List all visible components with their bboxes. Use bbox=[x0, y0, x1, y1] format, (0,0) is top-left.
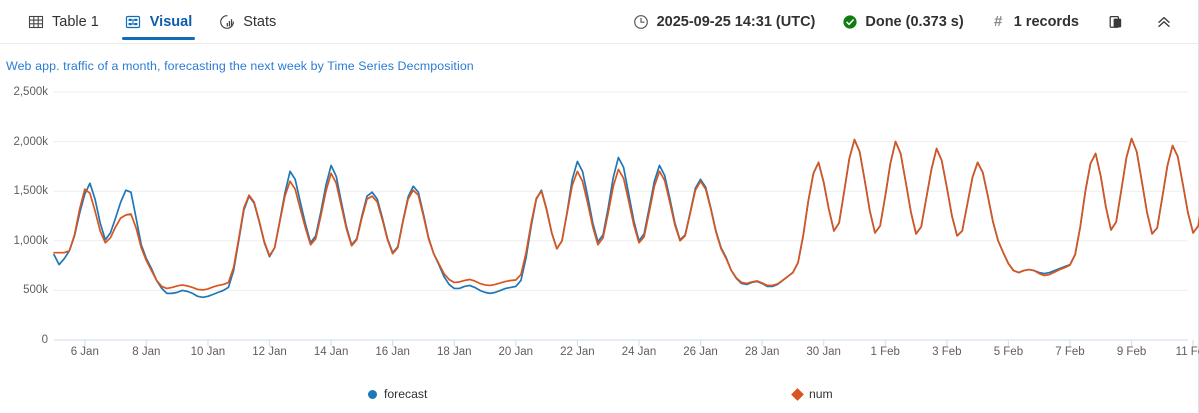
record-count-text: 1 records bbox=[1013, 13, 1079, 30]
y-axis-tick-label: 2,000k bbox=[13, 135, 48, 148]
tab-stats[interactable]: Stats bbox=[205, 0, 289, 44]
x-axis-tick-label: 22 Jan bbox=[560, 346, 595, 358]
y-axis-tick-label: 500k bbox=[23, 284, 48, 297]
x-axis-tick-label: 8 Jan bbox=[132, 346, 161, 358]
chart-legend: forecast num bbox=[0, 383, 1199, 409]
tab-label: Table 1 bbox=[52, 13, 99, 30]
result-tabs: Table 1 Visual bbox=[14, 0, 289, 44]
x-axis-tick-label: 26 Jan bbox=[683, 346, 718, 358]
collapse-button[interactable] bbox=[1140, 7, 1188, 37]
x-axis-tick-label: 1 Feb bbox=[870, 346, 900, 358]
x-axis-tick-label: 14 Jan bbox=[313, 346, 349, 358]
chart-svg bbox=[53, 91, 1199, 346]
y-axis-tick-label: 1,500k bbox=[13, 185, 48, 198]
x-axis-tick-label: 11 Feb bbox=[1175, 346, 1199, 358]
clock-icon bbox=[633, 13, 650, 30]
double-chevron-up-icon[interactable] bbox=[1149, 7, 1179, 37]
x-axis-tick-label: 16 Jan bbox=[375, 346, 410, 358]
result-status-group: 2025-09-25 14:31 (UTC) Done (0.373 s) # … bbox=[620, 0, 1188, 44]
stats-icon bbox=[218, 13, 235, 30]
x-axis-tick-label: 28 Jan bbox=[744, 346, 780, 358]
tab-table-1[interactable]: Table 1 bbox=[14, 0, 112, 44]
visual-icon bbox=[125, 13, 142, 30]
result-toolbar: Table 1 Visual bbox=[0, 0, 1198, 44]
legend-item-forecast[interactable]: forecast bbox=[368, 387, 427, 401]
tab-label: Stats bbox=[243, 13, 277, 30]
record-count-group: # 1 records bbox=[977, 13, 1092, 30]
chart-plot-area bbox=[0, 78, 1199, 378]
x-axis-tick-label: 5 Feb bbox=[993, 346, 1024, 358]
x-axis-tick-label: 10 Jan bbox=[190, 346, 226, 358]
x-axis-tick-label: 9 Feb bbox=[1116, 346, 1147, 358]
x-axis-tick-label: 20 Jan bbox=[498, 346, 534, 358]
clipboard-icon[interactable] bbox=[1101, 7, 1131, 37]
x-axis-tick-label: 3 Feb bbox=[932, 346, 962, 358]
legend-marker-circle bbox=[368, 389, 377, 399]
timestamp-group: 2025-09-25 14:31 (UTC) bbox=[620, 13, 829, 30]
legend-label: num bbox=[809, 387, 833, 401]
query-state-group: Done (0.373 s) bbox=[828, 13, 976, 30]
tab-label: Visual bbox=[149, 13, 193, 30]
legend-label: forecast bbox=[384, 387, 428, 401]
y-axis-tick-label: 0 bbox=[41, 334, 48, 346]
legend-item-num[interactable]: num bbox=[791, 387, 833, 401]
timestamp-text: 2025-09-25 14:31 (UTC) bbox=[656, 13, 816, 30]
x-axis-tick-label: 7 Feb bbox=[1055, 346, 1085, 358]
copy-button[interactable] bbox=[1092, 7, 1140, 37]
x-axis-tick-label: 6 Jan bbox=[70, 346, 99, 358]
chart-container: 0 500k 1,000k 1,500k 2,000k 2,500k 6 Jan 8 Jan… bbox=[0, 78, 1199, 413]
x-axis-tick-label: 24 Jan bbox=[621, 346, 657, 358]
check-circle-icon bbox=[841, 13, 858, 30]
tab-visual[interactable]: Visual bbox=[112, 0, 205, 44]
chart-title: Web app. traffic of a month, forecasting… bbox=[6, 59, 474, 73]
x-axis-tick-label: 12 Jan bbox=[252, 346, 287, 358]
x-axis-tick-label: 30 Jan bbox=[806, 346, 841, 358]
x-axis-tick-label: 18 Jan bbox=[436, 346, 472, 358]
query-state-text: Done (0.373 s) bbox=[865, 13, 964, 30]
y-axis-tick-label: 2,500k bbox=[13, 86, 48, 98]
legend-marker-diamond bbox=[791, 387, 804, 401]
y-axis-tick-label: 1,000k bbox=[13, 234, 48, 247]
table-icon bbox=[27, 13, 44, 30]
hash-icon: # bbox=[994, 13, 1003, 30]
